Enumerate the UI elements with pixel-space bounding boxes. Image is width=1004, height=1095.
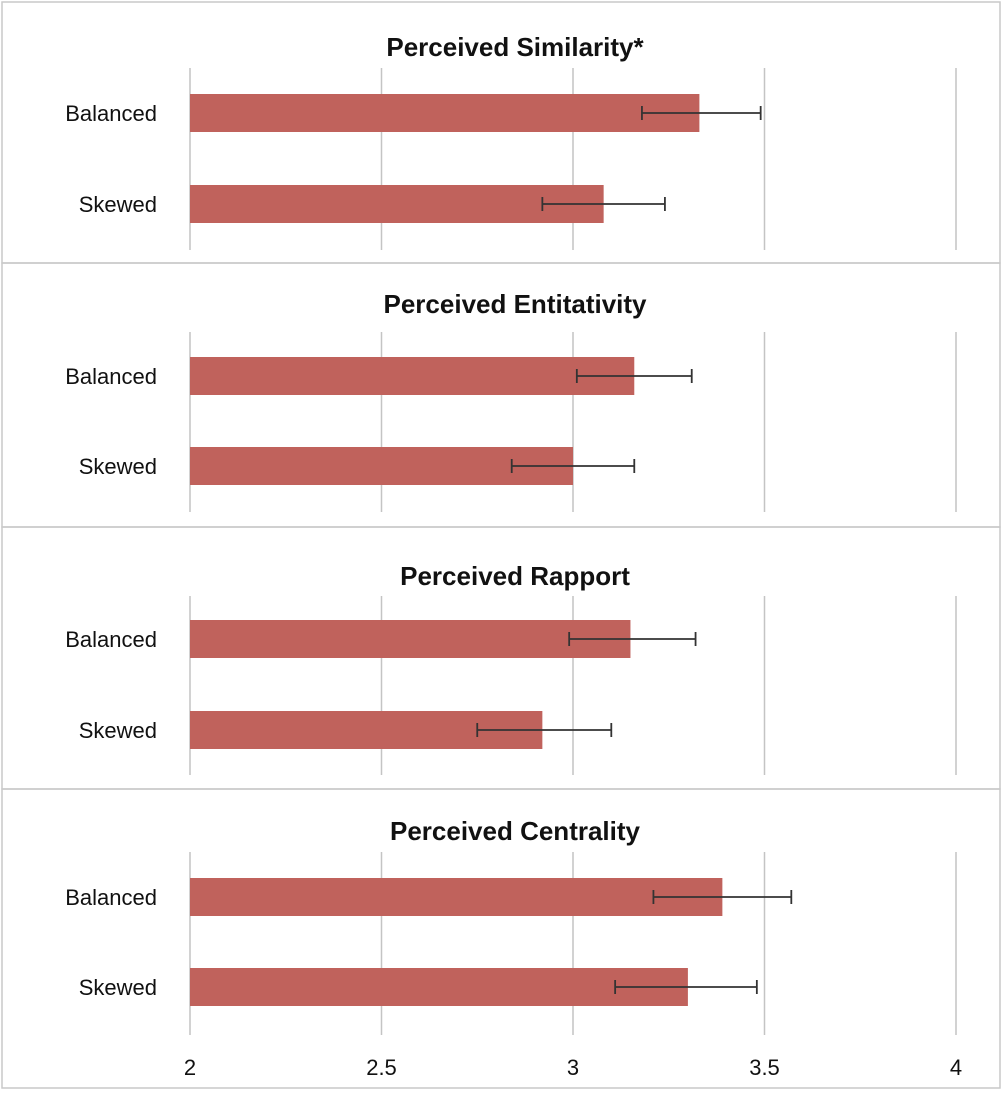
category-label: Skewed	[79, 975, 157, 1000]
x-tick-label: 2	[184, 1055, 196, 1080]
panel-frame	[1, 788, 1001, 1089]
bar	[190, 94, 700, 132]
panel-title: Perceived Entitativity	[384, 289, 648, 319]
bar	[190, 185, 604, 223]
bar	[190, 357, 635, 395]
category-label: Balanced	[65, 885, 157, 910]
category-label: Balanced	[65, 627, 157, 652]
category-label: Skewed	[79, 718, 157, 743]
x-tick-label: 2.5	[366, 1055, 397, 1080]
bar	[190, 878, 723, 916]
x-tick-label: 3	[567, 1055, 579, 1080]
category-label: Skewed	[79, 192, 157, 217]
panel-title: Perceived Similarity*	[386, 32, 644, 62]
x-tick-label: 3.5	[749, 1055, 780, 1080]
bar	[190, 447, 573, 485]
x-tick-label: 4	[950, 1055, 962, 1080]
category-label: Balanced	[65, 101, 157, 126]
category-label: Skewed	[79, 454, 157, 479]
panel-title: Perceived Centrality	[390, 816, 641, 846]
bar	[190, 620, 631, 658]
bar	[190, 968, 688, 1006]
category-label: Balanced	[65, 364, 157, 389]
panel-title: Perceived Rapport	[400, 561, 630, 591]
